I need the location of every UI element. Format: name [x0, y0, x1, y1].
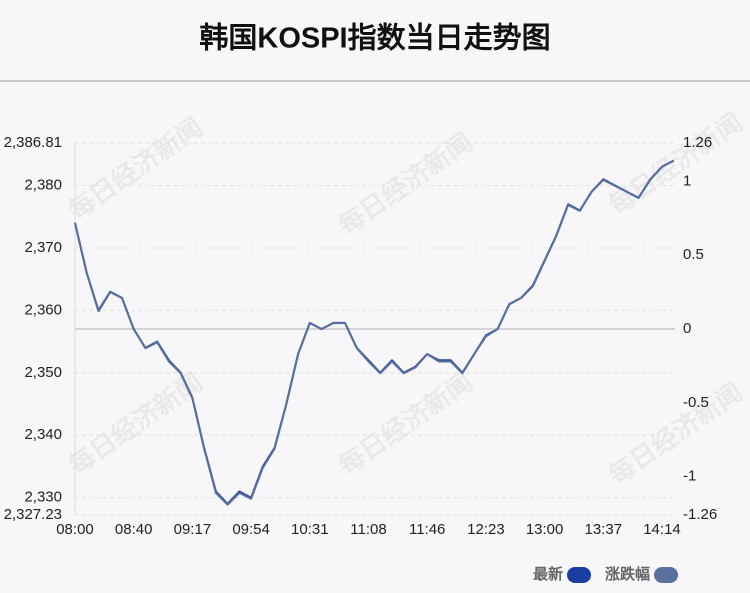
- y-tick-label: 2,340: [24, 426, 62, 443]
- x-tick-label: 13:37: [585, 521, 623, 538]
- watermark: 每日经济新闻: [333, 127, 478, 241]
- y2-tick-label: -0.5: [683, 394, 709, 411]
- chart-title: 韩国KOSPI指数当日走势图: [199, 22, 550, 55]
- x-tick-label: 08:40: [115, 521, 153, 538]
- x-tick-label: 11:08: [350, 521, 386, 538]
- y2-tick-label: 0.5: [683, 246, 704, 263]
- x-tick-label: 14:14: [643, 521, 681, 538]
- x-tick-label: 10:31: [291, 521, 329, 538]
- y-tick-label: 2,370: [24, 239, 62, 256]
- y-tick-label: 2,350: [24, 364, 62, 381]
- x-tick-label: 09:54: [232, 521, 270, 538]
- legend-swatch: [567, 567, 592, 583]
- y2-tick-label: -1: [683, 468, 696, 485]
- watermark: 每日经济新闻: [603, 377, 748, 491]
- y-tick-label: 2,330: [24, 489, 62, 506]
- watermark: 每日经济新闻: [63, 112, 208, 226]
- y-tick-label: 2,386.81: [4, 134, 62, 151]
- watermark: 每日经济新闻: [333, 367, 478, 481]
- y-tick-label: 2,360: [24, 301, 62, 318]
- y2-tick-label: 0: [683, 320, 691, 337]
- line-series: [74, 159, 675, 506]
- y2-tick-label: -1.26: [683, 506, 717, 523]
- y2-tick-label: 1.26: [683, 134, 712, 151]
- watermark: 每日经济新闻: [603, 107, 748, 221]
- x-tick-label: 13:00: [526, 521, 564, 538]
- x-tick-label: 11:46: [409, 521, 445, 538]
- y-tick-label: 2,327.23: [4, 506, 62, 523]
- x-tick-label: 08:00: [56, 521, 94, 538]
- y-tick-label: 2,380: [24, 176, 62, 193]
- x-tick-label: 09:17: [174, 521, 212, 538]
- legend-label: 涨跌幅: [605, 565, 650, 583]
- x-tick-label: 12:23: [467, 521, 505, 538]
- y2-tick-label: 1: [683, 172, 691, 189]
- legend-label: 最新: [533, 565, 563, 583]
- legend-swatch: [654, 567, 679, 583]
